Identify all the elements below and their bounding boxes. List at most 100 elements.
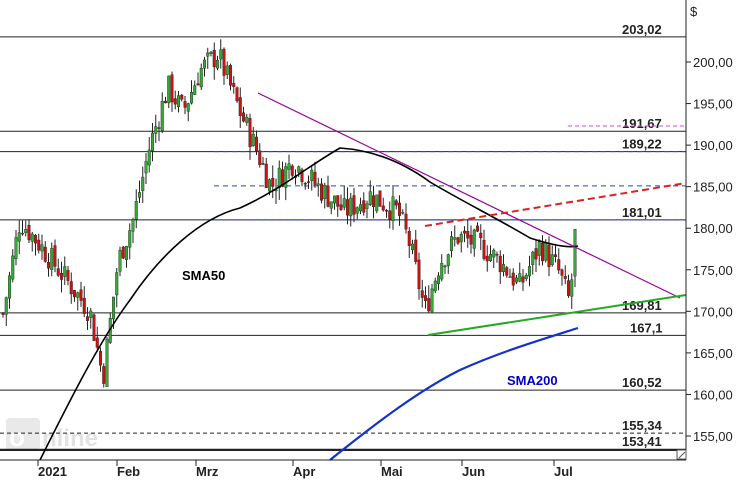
candle-body (21, 232, 25, 235)
candle-body (531, 251, 535, 265)
candle-body (342, 198, 346, 208)
candle-body (98, 350, 102, 366)
x-tick-label: 2021 (38, 464, 67, 479)
axes: $ 155,00 160,00 165,00 170,00 175,00 180,00 18… (0, 0, 733, 479)
candle-body (476, 225, 480, 232)
y-tick-label: 190,00 (693, 138, 733, 153)
sma200-label: SMA200 (507, 373, 558, 388)
candle-body (24, 229, 28, 233)
level-label-bg (620, 21, 676, 36)
level-label-bg (628, 320, 684, 335)
candle-body (89, 310, 93, 318)
candle-body (232, 83, 236, 87)
level-label-bg (620, 204, 676, 219)
sma50-line (39, 147, 579, 461)
candle-body (271, 178, 275, 187)
y-tick-label: 175,00 (693, 263, 733, 278)
resize-handle-icon[interactable] (676, 449, 687, 460)
candle-body (277, 167, 281, 188)
candle-body (170, 74, 174, 103)
candle-body (212, 50, 216, 68)
candle-body (183, 101, 187, 108)
candle-body (544, 242, 548, 261)
candle-body (199, 67, 203, 88)
candle-body (355, 207, 359, 214)
candle-body (365, 203, 369, 209)
candle-body (235, 87, 239, 102)
downtrend-line (257, 92, 681, 299)
candle-body (118, 249, 122, 272)
currency-label: $ (690, 4, 698, 19)
candle-body (141, 176, 145, 191)
candle-body (557, 259, 561, 271)
candle-body (440, 263, 444, 280)
level-label-bg (620, 136, 676, 151)
y-tick-label: 170,00 (693, 304, 733, 319)
candle-body (502, 264, 506, 272)
candle-body (147, 149, 151, 166)
candle-body (443, 265, 447, 268)
candle-body (459, 233, 463, 243)
candle-body (222, 48, 226, 76)
candle-body (482, 240, 486, 260)
candle-body (251, 133, 255, 147)
candle-body (394, 200, 398, 206)
candle-body (537, 241, 541, 256)
uptrend-line (427, 294, 687, 336)
candle-body (453, 237, 457, 240)
candle-body (79, 289, 83, 301)
candle-body (76, 292, 80, 298)
level-label: 155,34 (622, 418, 663, 433)
candle-body (326, 185, 330, 207)
level-label: 167,1 (630, 320, 663, 335)
candle-body (505, 267, 509, 276)
y-tick-label: 155,00 (693, 429, 733, 444)
y-tick-label: 195,00 (693, 97, 733, 112)
level-label-bg (620, 375, 676, 390)
sma50-label: SMA50 (182, 268, 225, 283)
candle-body (346, 199, 350, 216)
candle-body (92, 314, 96, 341)
candle-body (420, 290, 424, 298)
level-label: 160,52 (622, 375, 662, 390)
candle-body (248, 118, 252, 148)
candle-body (30, 233, 34, 242)
candle-body (40, 244, 44, 252)
candle-body (508, 276, 512, 278)
candle-body (385, 210, 389, 212)
candle-body (313, 171, 317, 185)
candle-body (316, 183, 320, 186)
level-label-bg (620, 116, 676, 131)
level-label-bg (620, 297, 676, 312)
candle-body (268, 179, 272, 192)
candle-body (414, 239, 418, 262)
candle-body (570, 279, 574, 297)
candle-body (63, 266, 67, 277)
x-tick-label: Mai (381, 464, 403, 479)
candle-body (430, 288, 434, 312)
candle-body (303, 183, 307, 185)
candle-body (401, 212, 405, 214)
candle-body (196, 83, 200, 86)
candle-body (115, 272, 119, 296)
candle-body (398, 202, 402, 216)
candle-body (515, 277, 519, 283)
candle-body (131, 218, 135, 232)
candle-body (121, 246, 125, 259)
candle-body (202, 59, 206, 69)
candle-body (567, 280, 571, 296)
level-label-bg (620, 418, 676, 433)
level-label: 191,67 (622, 116, 662, 131)
candlestick-series (1, 39, 577, 388)
level-label: 203,02 (622, 22, 662, 37)
candle-body (206, 52, 210, 57)
candle-body (154, 126, 158, 134)
candle-body (102, 366, 106, 384)
candle-body (492, 249, 496, 258)
candle-body (541, 242, 545, 262)
candle-body (258, 150, 262, 165)
candle-body (336, 195, 340, 207)
candle-body (320, 183, 324, 201)
candle-body (144, 161, 148, 174)
candle-body (349, 197, 353, 217)
